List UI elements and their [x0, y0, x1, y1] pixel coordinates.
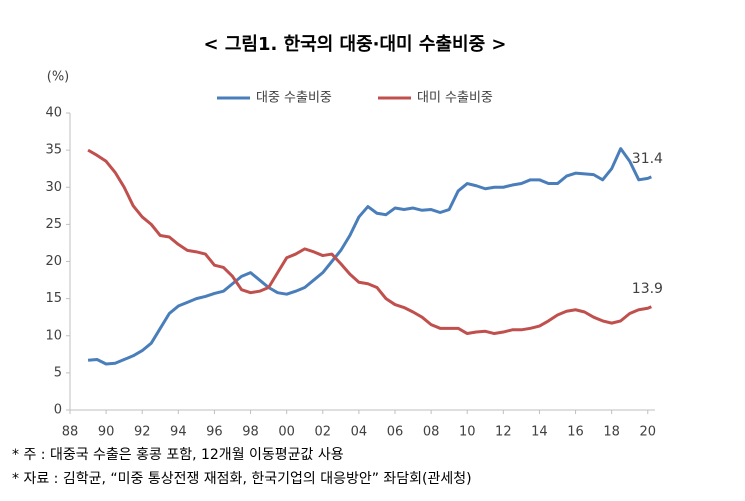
- x-tick-label: 02: [315, 425, 332, 440]
- x-tick-label: 10: [459, 425, 476, 440]
- end-label: 31.4: [632, 151, 663, 167]
- series-line: [87, 147, 652, 366]
- x-tick-label: 98: [242, 425, 259, 440]
- legend-label: 대미 수출비중: [417, 91, 493, 106]
- x-tick-label: 92: [134, 425, 151, 440]
- y-tick-label: 10: [45, 328, 62, 343]
- note: * 자료 : 김학균, “미중 통상전쟁 재점화, 한국기업의 대응방안” 좌담…: [12, 471, 472, 487]
- y-tick-label: 5: [54, 365, 62, 380]
- x-tick-label: 14: [531, 425, 548, 440]
- x-tick-label: 06: [387, 425, 404, 440]
- x-tick-label: 96: [206, 425, 223, 440]
- y-tick-label: 35: [45, 143, 62, 158]
- y-tick-label: 20: [45, 254, 62, 269]
- x-tick-label: 08: [423, 425, 440, 440]
- x-tick-label: 04: [351, 425, 368, 440]
- x-tick-label: 16: [567, 425, 584, 440]
- note: * 주 : 대중국 수출은 홍콩 포함, 12개월 이동평균값 사용: [12, 447, 344, 463]
- y-tick-label: 15: [45, 291, 62, 306]
- y-tick-label: 25: [45, 217, 62, 232]
- end-label: 13.9: [632, 281, 663, 297]
- chart-title: < 그림1. 한국의 대중·대미 수출비중 >: [204, 34, 507, 55]
- x-tick-label: 18: [603, 425, 620, 440]
- x-tick-label: 94: [170, 425, 187, 440]
- series-line: [87, 148, 652, 336]
- y-axis-label: (%): [47, 70, 70, 85]
- y-tick-label: 0: [54, 403, 62, 418]
- y-tick-label: 30: [45, 180, 62, 195]
- y-tick-label: 40: [45, 106, 62, 121]
- x-tick-label: 20: [640, 425, 657, 440]
- x-tick-label: 00: [278, 425, 295, 440]
- legend-label: 대중 수출비중: [256, 91, 332, 106]
- x-tick-label: 88: [62, 425, 79, 440]
- x-tick-label: 90: [98, 425, 115, 440]
- x-tick-label: 12: [495, 425, 512, 440]
